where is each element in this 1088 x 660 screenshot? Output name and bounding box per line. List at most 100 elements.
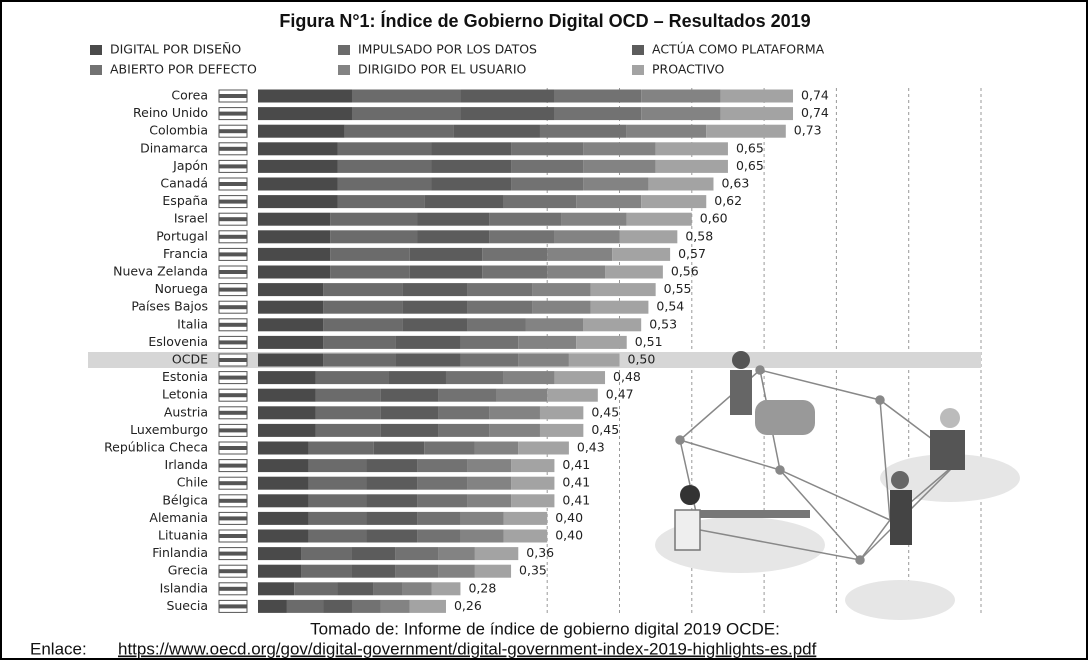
bar-segment [583, 177, 649, 191]
bar-segment [547, 388, 598, 402]
bar-segment [258, 247, 331, 261]
bar-segment [561, 212, 627, 226]
bar-segment [258, 371, 316, 385]
value-label: 0,45 [591, 422, 619, 437]
bar-segment [395, 547, 439, 561]
bar-segment [417, 230, 490, 244]
bar-segment [438, 406, 490, 420]
bar-segment [373, 582, 403, 596]
value-label: 0,74 [801, 88, 829, 103]
bar-segment [467, 300, 533, 314]
bar-segment [554, 230, 620, 244]
bar-segment [351, 599, 381, 613]
bar-segment [395, 564, 439, 578]
bar-segment [409, 599, 446, 613]
bar-segment [380, 423, 439, 437]
flag-stripe [219, 164, 247, 169]
bar-segment [431, 582, 461, 596]
value-label: 0,43 [577, 440, 605, 455]
flag-stripe [219, 146, 247, 151]
y-tick-label: Estonia [162, 369, 208, 384]
bar-segment [258, 582, 295, 596]
bar-segment [511, 494, 555, 508]
bar-segment [641, 107, 721, 121]
y-tick-label: Grecia [168, 563, 208, 578]
bar-segment [612, 247, 671, 261]
bar-segment [511, 177, 584, 191]
bar-segment [460, 511, 504, 525]
bar-segment [554, 371, 606, 385]
bar-segment [258, 265, 331, 279]
legend-label: ACTÚA COMO PLATAFORMA [652, 42, 825, 57]
value-label: 0,41 [562, 457, 590, 472]
y-tick-label: Nueva Zelanda [113, 264, 208, 279]
bar-segment [301, 564, 352, 578]
bar-segment [424, 195, 504, 209]
bar-segment [258, 423, 316, 437]
flag-stripe [219, 446, 247, 450]
bar-segment [258, 300, 324, 314]
value-label: 0,41 [562, 475, 590, 490]
bar-segment [431, 159, 512, 173]
y-tick-label: Islandia [160, 580, 208, 595]
bar-segment [518, 441, 569, 455]
y-tick-label: Japón [172, 158, 208, 173]
value-label: 0,55 [664, 281, 692, 296]
source-link[interactable]: https://www.oecd.org/gov/digital-governm… [118, 639, 817, 658]
bar-segment [337, 159, 432, 173]
bar-segment [590, 283, 656, 297]
bar-segment [518, 353, 569, 367]
bar-segment [417, 476, 468, 490]
y-tick-label: Italia [177, 316, 208, 331]
y-tick-label: Irlanda [165, 457, 208, 472]
y-tick-label: Alemania [149, 510, 208, 525]
bar-segment [417, 529, 461, 543]
flag-stripe [219, 586, 247, 591]
flag-stripe [219, 516, 247, 521]
y-tick-label: Austria [164, 404, 208, 419]
legend-swatch [632, 45, 644, 55]
y-tick-label: Dinamarca [140, 140, 208, 155]
bar-segment [460, 107, 555, 121]
bar-segment [467, 476, 512, 490]
flag-stripe [219, 199, 247, 204]
bar-segment [301, 547, 352, 561]
bar-segment [417, 494, 468, 508]
bar-segment [583, 318, 642, 332]
bar-segment [337, 582, 374, 596]
flag-stripe [219, 340, 247, 345]
bar-segment [395, 335, 461, 349]
y-tick-label: Bélgica [162, 492, 208, 507]
bar-segment [258, 599, 287, 613]
bar-segment [576, 335, 627, 349]
flag-stripe [219, 463, 247, 468]
bar-segment [258, 107, 352, 121]
value-label: 0,53 [649, 316, 677, 331]
bar-segment [258, 494, 309, 508]
bar-segment [720, 89, 794, 103]
bar-segment [351, 564, 396, 578]
bar-segment [554, 107, 642, 121]
flag-stripe [219, 498, 247, 503]
bar-segment [258, 89, 352, 103]
flag-stripe [219, 428, 247, 433]
value-label: 0,60 [700, 211, 728, 226]
bar-segment [409, 247, 483, 261]
bar-segment [402, 582, 432, 596]
bar-segment [308, 511, 367, 525]
value-label: 0,26 [454, 598, 482, 613]
value-label: 0,63 [721, 176, 749, 191]
flag-stripe [219, 270, 247, 274]
flag-stripe [219, 305, 247, 310]
bar-segment [258, 124, 345, 138]
flag-stripe [219, 111, 247, 116]
bar-segment [315, 388, 381, 402]
bar-segment [366, 511, 418, 525]
bar-segment [417, 511, 461, 525]
bar-segment [460, 335, 519, 349]
bar-segment [641, 195, 707, 209]
bar-segment [258, 353, 324, 367]
bar-segment [258, 230, 331, 244]
bar-segment [380, 388, 439, 402]
